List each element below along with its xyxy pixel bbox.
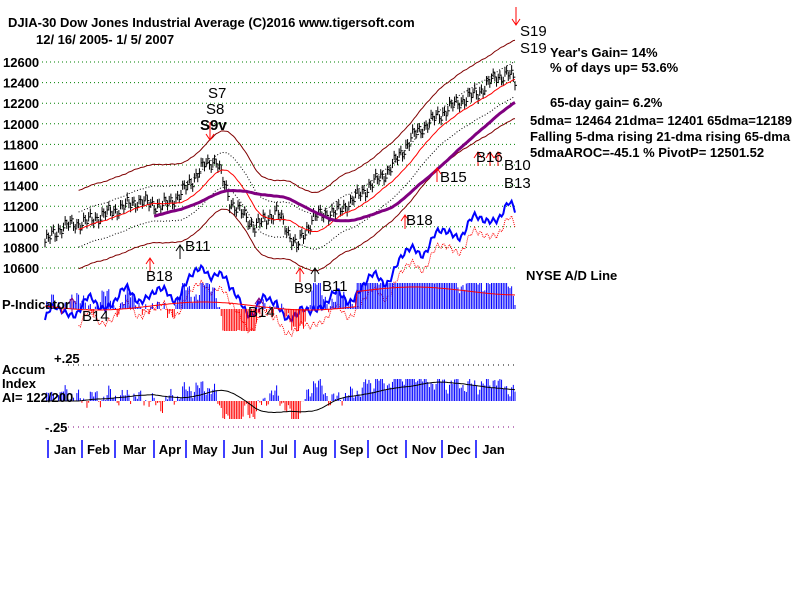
buy-arrow [175, 244, 185, 259]
chart-title: DJIA-30 Dow Jones Industrial Average (C)… [8, 15, 415, 30]
signal-b11-2: B11 [322, 278, 348, 295]
accum-ma [45, 381, 516, 413]
y-tick-label: 12000 [3, 117, 39, 132]
buy-arrow [254, 297, 264, 312]
month-label: Mar [123, 442, 146, 457]
y-tick-label: 11400 [3, 179, 38, 194]
lower-inner-band [78, 96, 516, 250]
signal-b9: B9 [294, 280, 313, 297]
buy-arrow [493, 151, 503, 166]
upper-band [78, 39, 516, 194]
gain-65day: 65-day gain= 6.2% [550, 95, 663, 110]
ad-line-label: NYSE A/D Line [526, 268, 618, 283]
signal-b15: B15 [440, 169, 467, 186]
month-label: Jun [231, 442, 254, 457]
buy-arrow [485, 151, 495, 166]
signal-b18-2: B18 [406, 212, 433, 229]
aroc-pivot: 5dmaAROC=-45.1 % PivotP= 12501.52 [530, 145, 765, 160]
ma65-line [153, 101, 516, 223]
buy-arrow [67, 297, 77, 312]
ad-ma-line [78, 214, 516, 338]
y-tick-label: 12200 [3, 96, 39, 111]
month-label: Nov [412, 442, 437, 457]
signal-s7: S7 [208, 85, 227, 102]
p-indicator-ma [44, 286, 516, 311]
signal-b10: B10 [504, 157, 531, 174]
buy-arrow [295, 267, 305, 282]
month-label: Aug [302, 442, 327, 457]
date-range: 12/ 16/ 2005- 1/ 5/ 2007 [36, 32, 175, 47]
accum-label: Accum [2, 362, 46, 377]
sell-arrow [511, 7, 521, 26]
month-label: May [192, 442, 218, 457]
pct-days-up: % of days up= 53.6% [550, 60, 679, 75]
upper-inner-band [78, 61, 516, 215]
y-tick-label: 12600 [3, 55, 39, 70]
buy-arrow [400, 214, 410, 229]
month-label: Jan [54, 442, 76, 457]
nyse-ad-line [44, 198, 516, 324]
years-gain: Year's Gain= 14% [550, 45, 658, 60]
signal-b18: B18 [146, 268, 173, 285]
signal-s19-2: S19 [520, 40, 547, 57]
y-tick-label: 10600 [3, 261, 39, 276]
accum-minus-label: -.25 [45, 420, 68, 435]
index-label: Index [2, 376, 36, 391]
signal-s9v: S9v [200, 117, 227, 134]
month-label: Sep [340, 442, 364, 457]
accum-plus-label: +.25 [54, 351, 80, 366]
signal-b11: B11 [185, 238, 211, 255]
ai-label: AI= 122/200 [2, 390, 74, 405]
ma21-line [78, 79, 516, 233]
y-tick-label: 10800 [3, 240, 39, 255]
month-label: Feb [87, 442, 110, 457]
y-tick-label: 12400 [3, 76, 39, 91]
moving-averages: 5dma= 12464 21dma= 12401 65dma=12189 [530, 113, 793, 128]
y-tick-label: 11200 [3, 199, 38, 214]
signal-s19: S19 [520, 23, 547, 40]
month-label: Oct [376, 442, 398, 457]
month-label: Jul [269, 442, 288, 457]
month-label: Apr [159, 442, 181, 457]
month-label: Jan [482, 442, 504, 457]
y-tick-label: 11600 [3, 158, 38, 173]
y-tick-label: 11000 [3, 220, 38, 235]
month-label: Dec [447, 442, 471, 457]
buy-arrow [310, 267, 320, 282]
buy-arrow [473, 151, 483, 166]
sell-arrow [205, 122, 215, 141]
buy-arrow [145, 257, 155, 272]
y-tick-label: 11800 [3, 137, 38, 152]
signal-b13: B13 [504, 175, 531, 192]
signal-b16: B16 [476, 149, 503, 166]
signal-b14-2: B14 [248, 304, 275, 321]
buy-arrow [432, 167, 442, 182]
ma-trend: Falling 5-dma rising 21-dma rising 65-dm… [530, 129, 791, 144]
p-indicator-label: P-Indicator [2, 297, 70, 312]
signal-b14: B14 [82, 308, 109, 325]
signal-s8: S8 [206, 101, 225, 118]
